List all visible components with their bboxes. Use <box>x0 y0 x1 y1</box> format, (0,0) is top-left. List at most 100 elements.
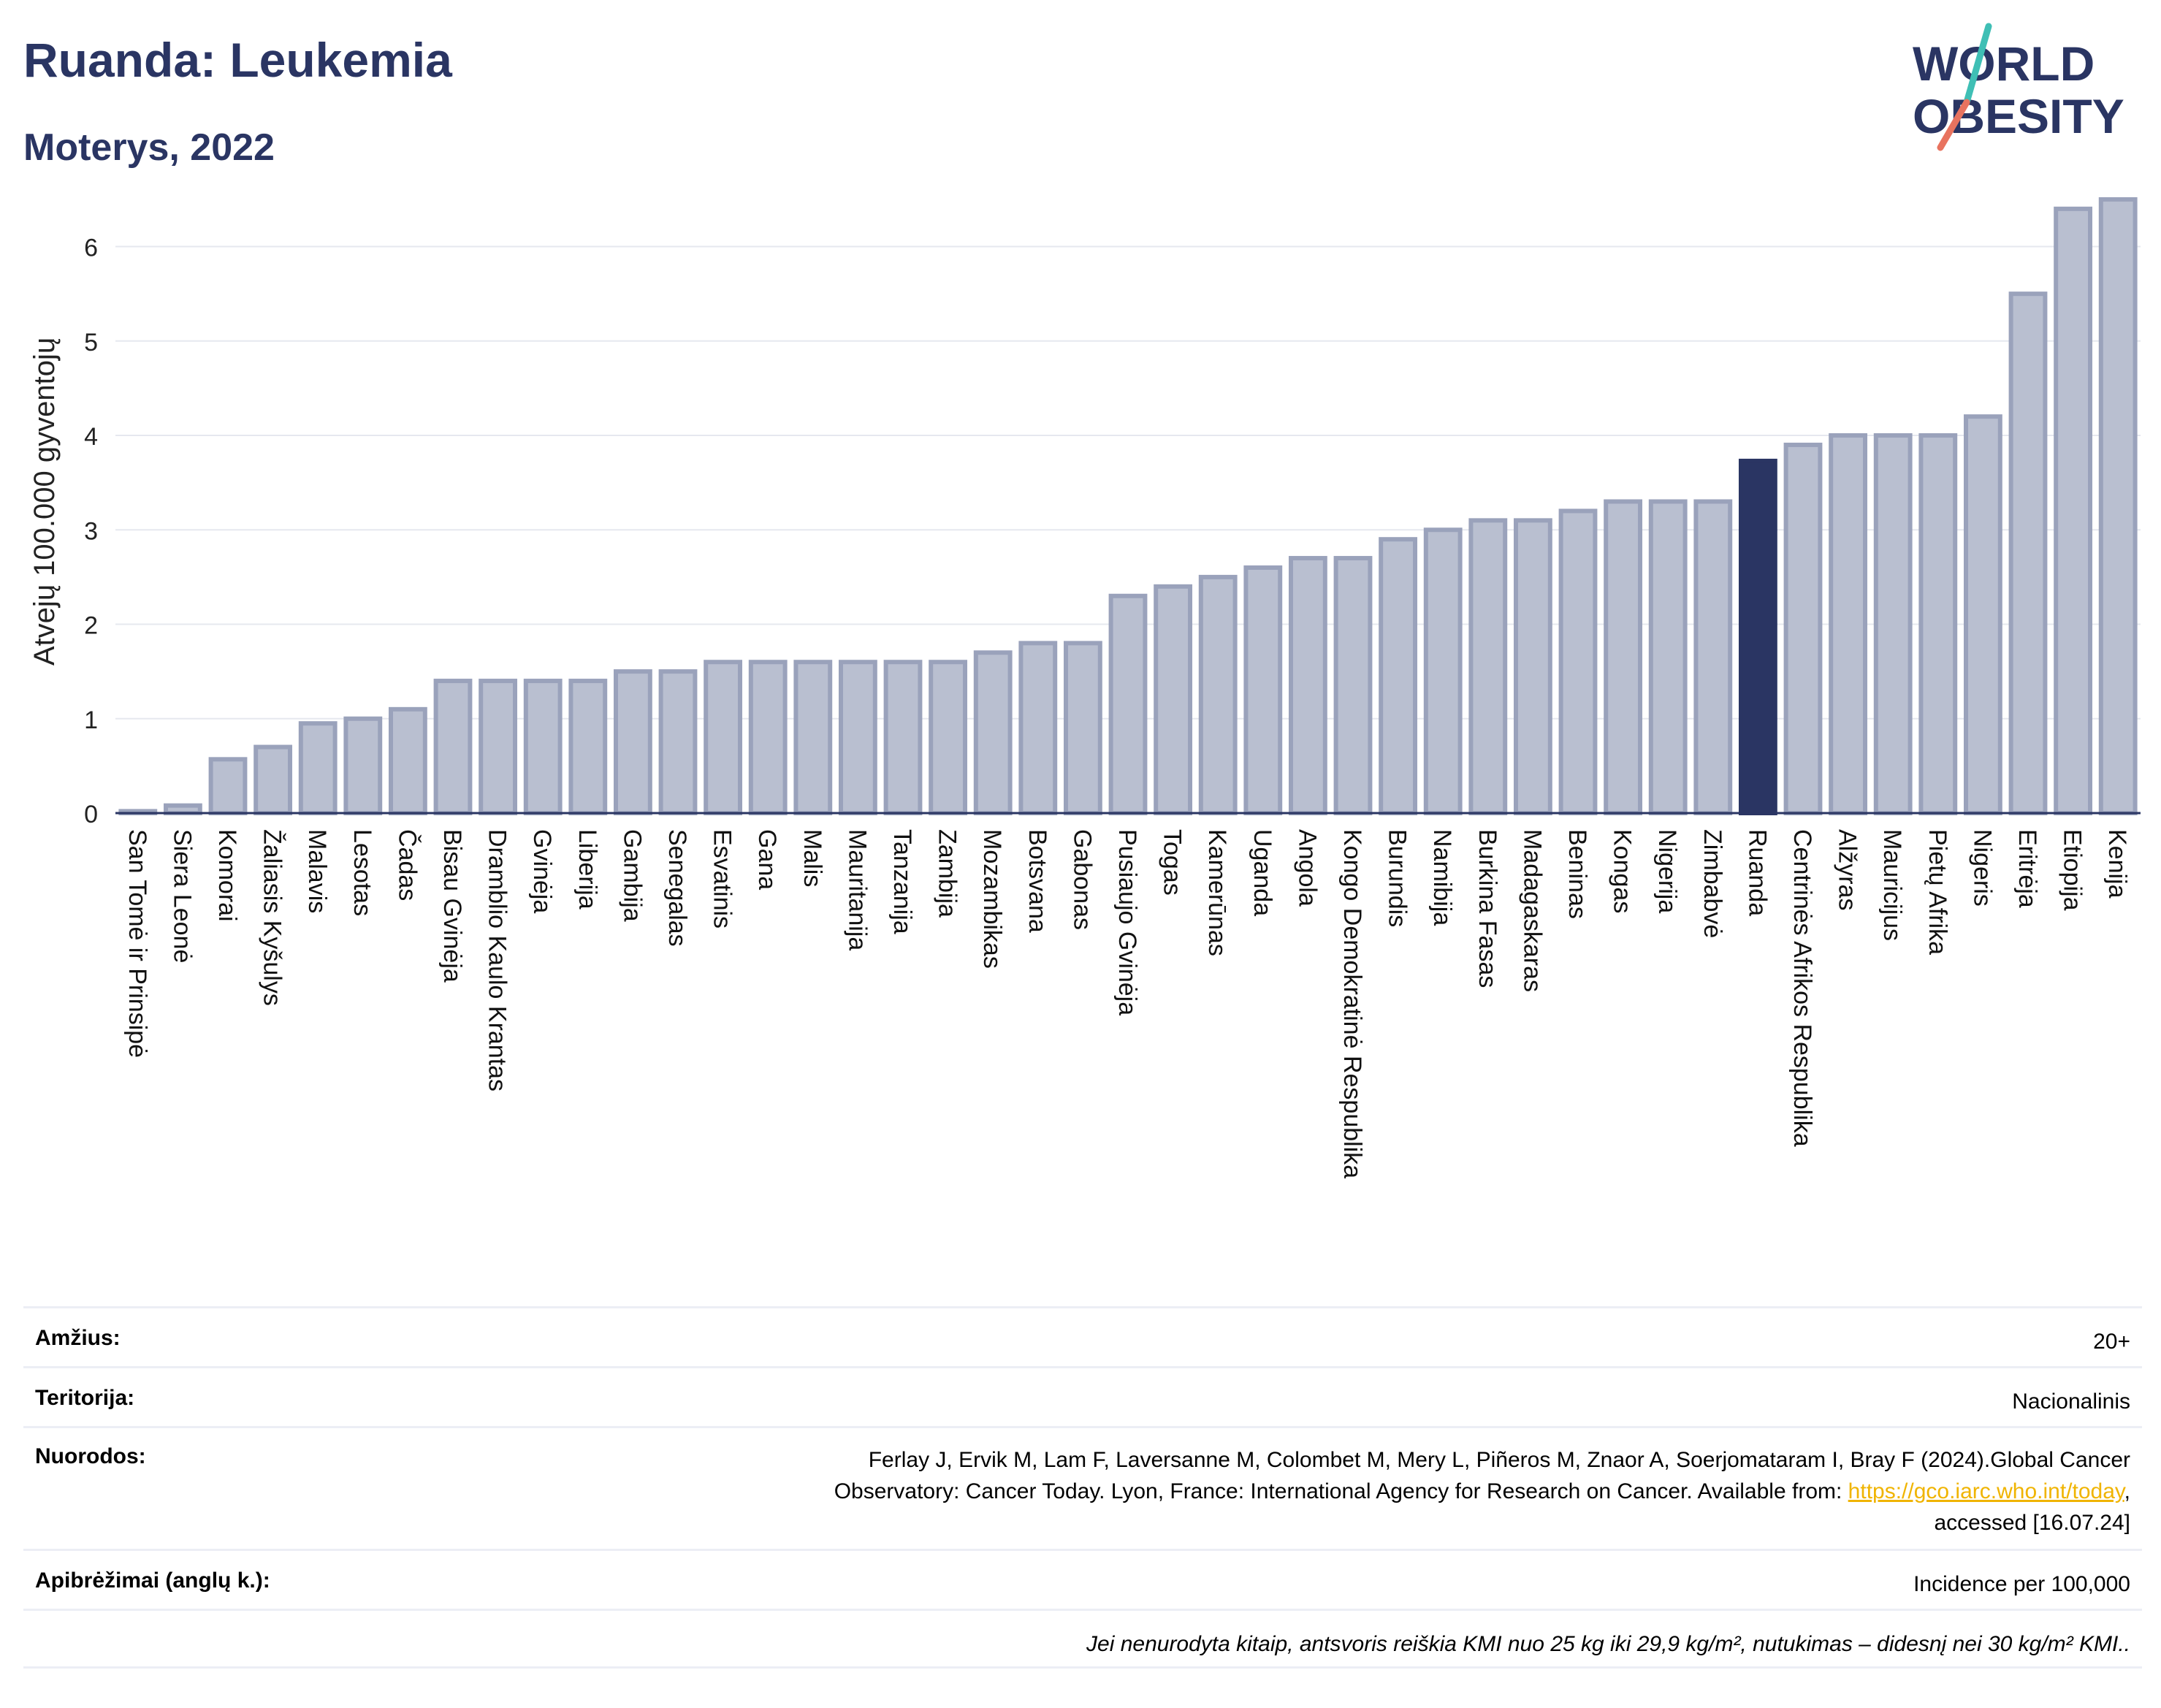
x-tick-label: Zimbabvė <box>1699 829 1726 938</box>
x-tick-label: Komorai <box>213 829 241 922</box>
logo-slash-red <box>1937 99 1970 151</box>
territory-label: Teritorija: <box>35 1386 135 1410</box>
info-row-territory: Teritorija: Nacionalinis <box>23 1366 2142 1426</box>
x-tick-label: Kenija <box>2103 829 2131 899</box>
x-tick-label: Malavis <box>303 829 331 913</box>
bar-3 <box>254 744 293 815</box>
x-tick-label: Kongo Demokratinė Respublika <box>1338 829 1366 1178</box>
x-tick-label: Nigeris <box>1968 829 1996 907</box>
bar-29 <box>1423 527 1463 815</box>
bar-16 <box>838 660 877 815</box>
definition-note: Jei nenurodyta kitaip, antsvoris reiškia… <box>1086 1632 2130 1656</box>
x-tick-label: Gvinėja <box>528 829 556 913</box>
chart-title: Ruanda: Leukemia <box>23 33 452 87</box>
bar-18 <box>929 660 968 815</box>
bar-8 <box>479 679 518 815</box>
y-tick-label: 1 <box>84 706 98 734</box>
info-row-age: Amžius: 20+ <box>23 1306 2142 1366</box>
bar-37 <box>1783 442 1823 815</box>
x-tick-label: Žaliasis Kyšulys <box>259 829 286 1006</box>
bar-13 <box>704 660 743 815</box>
bar-6 <box>388 706 427 815</box>
x-tick-label: Lesotas <box>348 829 376 916</box>
bar-42 <box>2008 291 2048 815</box>
bar-32 <box>1558 508 1598 815</box>
bar-33 <box>1604 499 1643 815</box>
x-tick-label: Ruanda <box>1743 829 1771 916</box>
bar-5 <box>343 716 383 815</box>
bar-41 <box>1963 414 2002 815</box>
info-row-references: Nuorodos: Ferlay J, Ervik M, Lam F, Lave… <box>23 1426 2142 1549</box>
bar-40 <box>1918 433 1958 815</box>
x-tick-label: Mauritanija <box>843 829 871 950</box>
references-line-3: accessed [16.07.24] <box>1934 1511 2130 1535</box>
x-tick-label: Alžyras <box>1834 829 1861 910</box>
logo-line-1: WORLD <box>1913 37 2095 91</box>
territory-value: Nacionalinis <box>2012 1389 2130 1414</box>
x-tick-label: Botsvana <box>1024 829 1051 933</box>
x-tick-label: Bisau Gvinėja <box>438 829 466 983</box>
bar-34 <box>1648 499 1688 815</box>
bar-23 <box>1154 584 1193 815</box>
bar-44 <box>2098 197 2138 815</box>
x-tick-label: Mauricijus <box>1878 829 1906 941</box>
y-tick-label: 0 <box>84 801 98 828</box>
bar-9 <box>523 679 563 815</box>
bar-7 <box>433 679 473 815</box>
bars <box>118 197 2138 816</box>
x-tick-label: Zambija <box>934 829 961 918</box>
y-tick-label: 5 <box>84 329 98 357</box>
x-tick-label: Angola <box>1293 829 1321 907</box>
x-tick-label: Senegalas <box>663 829 691 947</box>
x-tick-label: Siera Leonė <box>168 829 196 963</box>
bar-17 <box>883 660 923 815</box>
x-tick-label: Etiopija <box>2059 829 2086 911</box>
bar-25 <box>1243 565 1283 816</box>
bar-19 <box>973 650 1013 816</box>
bar-31 <box>1513 518 1552 816</box>
y-tick-label: 3 <box>84 517 98 545</box>
bar-2 <box>208 757 248 815</box>
bar-35 <box>1693 499 1733 815</box>
logo-slash-teal <box>1963 23 1992 106</box>
definitions-value: Incidence per 100,000 <box>1913 1572 2130 1596</box>
references-line-1: Ferlay J, Ervik M, Lam F, Laversanne M, … <box>868 1448 2130 1472</box>
bar-15 <box>793 660 833 815</box>
age-label: Amžius: <box>35 1326 121 1350</box>
bar-chart: 0 1 2 3 4 5 6 San Tomė ir Prinsipė Siera Leonė Ko… <box>28 197 2141 1178</box>
bar-1 <box>163 803 202 816</box>
x-tick-label: Beninas <box>1563 829 1591 919</box>
x-tick-label: Nigerija <box>1653 829 1681 913</box>
bar-24 <box>1198 574 1238 815</box>
x-tick-label: Kamerūnas <box>1203 829 1231 956</box>
x-tick-label: Burkina Fasas <box>1474 829 1501 988</box>
x-tick-label: Gambija <box>618 829 646 922</box>
x-tick-label: Eritrėja <box>2013 829 2041 908</box>
x-tick-label: San Tomė ir Prinsipė <box>123 829 151 1058</box>
x-tick-label: Gana <box>753 829 781 890</box>
x-tick-label: Kongas <box>1609 829 1636 913</box>
references-link[interactable]: https://gco.iarc.who.int/today <box>1848 1479 2124 1503</box>
x-tick-label: Malis <box>799 829 826 887</box>
x-tick-label: Dramblio Kaulo Krantas <box>484 829 511 1091</box>
references-label: Nuorodos: <box>35 1444 146 1468</box>
bar-39 <box>1873 433 1913 815</box>
world-obesity-logo: WORLD OBESITY <box>1913 23 2124 151</box>
axes: 0 1 2 3 4 5 6 San Tomė ir Prinsipė Siera Leonė Ko… <box>84 235 2141 1178</box>
bar-12 <box>658 669 698 815</box>
x-tick-label: Tanzanija <box>888 829 916 934</box>
references-value: Ferlay J, Ervik M, Lam F, Laversanne M, … <box>834 1444 2130 1539</box>
y-axis-label: Atvejų 100.000 gyventojų <box>28 338 61 666</box>
info-table: Amžius: 20+ Teritorija: Nacionalinis Nuo… <box>23 1306 2142 1669</box>
bar-27 <box>1333 556 1373 816</box>
bar-4 <box>298 721 338 816</box>
bar-30 <box>1468 518 1508 816</box>
x-tick-label: Madagaskaras <box>1518 829 1546 992</box>
x-tick-label: Gabonas <box>1068 829 1096 930</box>
bar-20 <box>1018 641 1058 816</box>
bar-21 <box>1063 641 1102 816</box>
x-tick-label: Burundis <box>1384 829 1411 927</box>
x-tick-label: Esvatinis <box>709 829 736 929</box>
x-tick-label: Centrinės Afrikos Respublika <box>1788 829 1816 1147</box>
x-tick-label: Pusiaujo Gvinėja <box>1113 829 1141 1015</box>
